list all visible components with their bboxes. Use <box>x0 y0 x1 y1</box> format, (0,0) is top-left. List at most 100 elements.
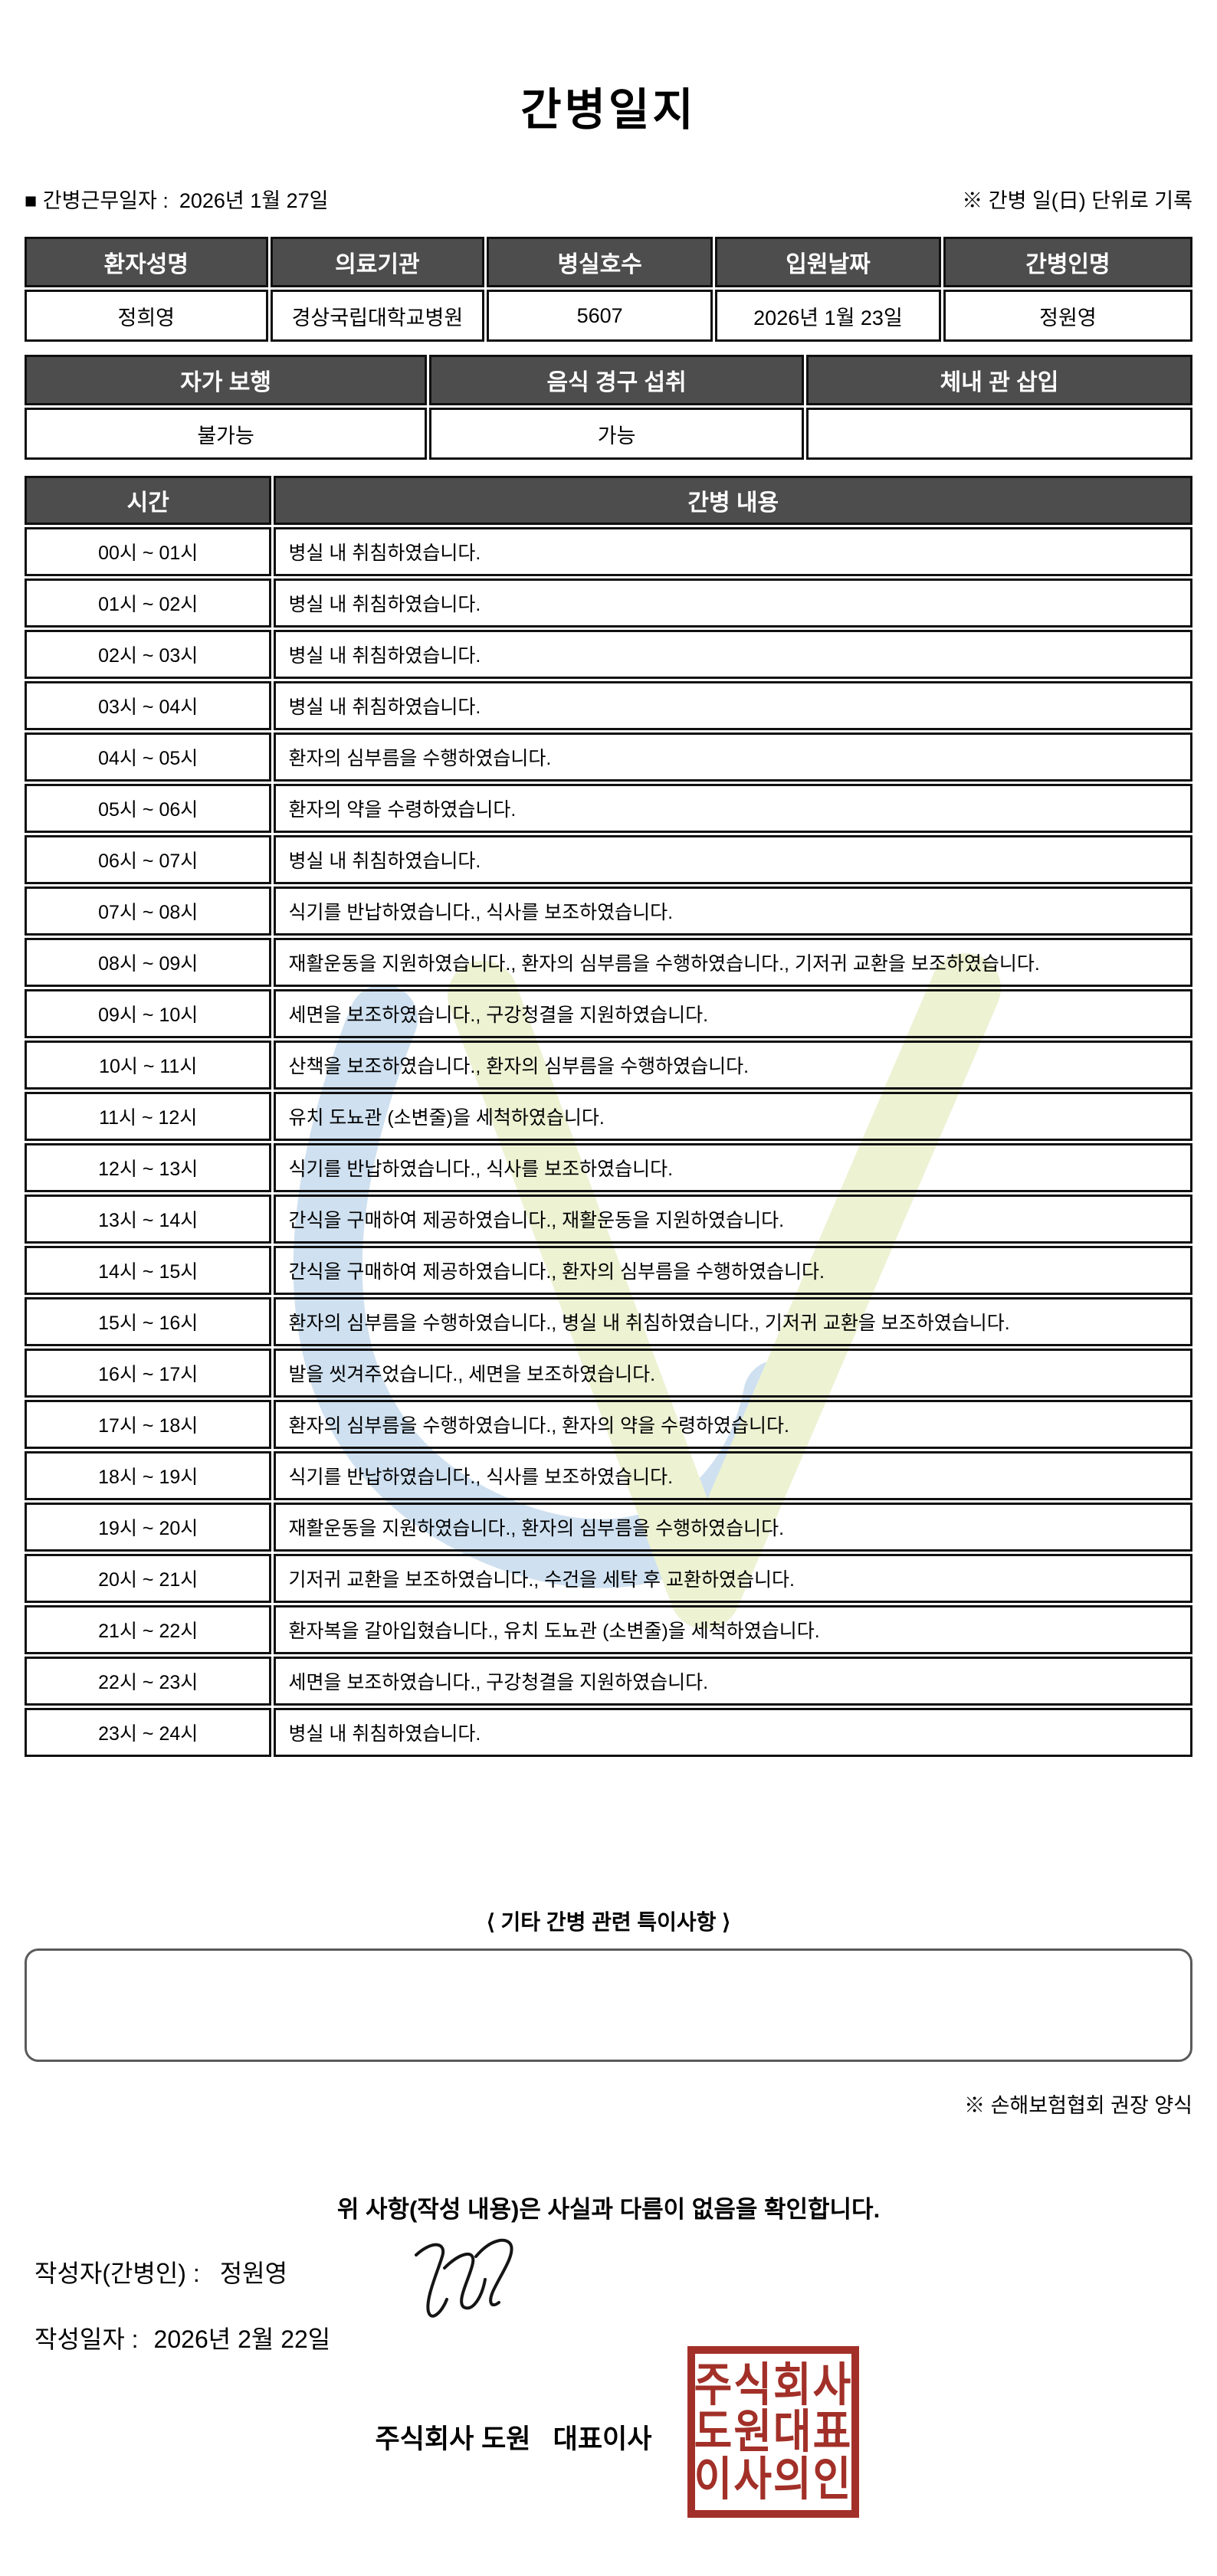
table-row: 13시 ~ 14시 간식을 구매하여 제공하였습니다., 재활운동을 지원하였습니… <box>25 1195 1192 1244</box>
header-room-number: 병실호수 <box>487 237 713 287</box>
patient-info-header-row: 환자성명 의료기관 병실호수 입원날짜 간병인명 <box>25 237 1192 287</box>
log-content-cell: 간식을 구매하여 제공하였습니다., 환자의 심부름을 수행하였습니다. <box>274 1246 1192 1295</box>
writer-name: 정원영 <box>219 2260 288 2287</box>
table-row: 04시 ~ 05시 환자의 심부름을 수행하였습니다. <box>25 732 1192 782</box>
header-tube-insertion: 체내 관 삽입 <box>806 355 1192 405</box>
written-date-value: 2026년 2월 22일 <box>153 2325 331 2353</box>
meta-line: ■ 간병근무일자 : 2026년 1월 27일 ※ 간병 일(日) 단위로 기록 <box>25 184 1192 214</box>
table-row: 10시 ~ 11시 산책을 보조하였습니다., 환자의 심부름을 수행하였습니다. <box>25 1041 1192 1090</box>
value-medical-institution: 경상국립대학교병원 <box>270 290 485 342</box>
value-patient-name: 정희영 <box>25 290 268 342</box>
log-time-cell: 13시 ~ 14시 <box>25 1195 272 1244</box>
log-content-cell: 식기를 반납하였습니다., 식사를 보조하였습니다. <box>274 887 1192 936</box>
table-row: 09시 ~ 10시 세면을 보조하였습니다., 구강청결을 지원하였습니다. <box>25 989 1192 1038</box>
log-content-cell: 병실 내 취침하였습니다. <box>274 630 1192 679</box>
log-time-cell: 14시 ~ 15시 <box>25 1246 272 1295</box>
special-notes-box <box>25 1948 1192 2062</box>
stamp-text-row: 주식회사 <box>694 2358 853 2411</box>
log-content-cell: 식기를 반납하였습니다., 식사를 보조하였습니다. <box>274 1451 1192 1500</box>
header-medical-institution: 의료기관 <box>270 237 485 287</box>
log-time-cell: 04시 ~ 05시 <box>25 732 272 782</box>
log-content-cell: 병실 내 취침하였습니다. <box>274 578 1192 628</box>
table-row: 21시 ~ 22시 환자복을 갈아입혔습니다., 유치 도뇨관 (소변줄)을 세척… <box>25 1605 1192 1654</box>
stamp-text-row: 이사의인 <box>694 2453 853 2506</box>
record-unit-note: ※ 간병 일(日) 단위로 기록 <box>962 189 1192 212</box>
log-time-cell: 21시 ~ 22시 <box>25 1605 272 1654</box>
written-date-label: 작성일자 : <box>34 2325 139 2353</box>
log-content-cell: 환자의 심부름을 수행하였습니다. <box>274 732 1192 782</box>
table-row: 00시 ~ 01시 병실 내 취침하였습니다. <box>25 527 1192 576</box>
care-log-table: 시간 간병 내용 00시 ~ 01시 병실 내 취침하였습니다. 01시 ~ 02시… <box>22 474 1195 1759</box>
writer-line: 작성자(간병인) : 정원영 <box>34 2254 287 2289</box>
patient-status-table: 자가 보행 음식 경구 섭취 체내 관 삽입 불가능 가능 <box>22 352 1195 462</box>
page-title: 간병일지 <box>520 85 697 135</box>
log-content-cell: 발을 씻겨주었습니다., 세면을 보조하였습니다. <box>274 1349 1192 1398</box>
log-content-cell: 환자복을 갈아입혔습니다., 유치 도뇨관 (소변줄)을 세척하였습니다. <box>274 1605 1192 1654</box>
table-row: 05시 ~ 06시 환자의 약을 수령하였습니다. <box>25 784 1192 833</box>
table-row: 20시 ~ 21시 기저귀 교환을 보조하였습니다., 수건을 세탁 후 교환하였… <box>25 1554 1192 1603</box>
table-row: 08시 ~ 09시 재활운동을 지원하였습니다., 환자의 심부름을 수행하였습니… <box>25 938 1192 987</box>
patient-info-value-row: 정희영 경상국립대학교병원 5607 2026년 1월 23일 정원영 <box>25 290 1192 342</box>
log-table-body: 00시 ~ 01시 병실 내 취침하였습니다. 01시 ~ 02시 병실 내 취침하였… <box>25 527 1192 1757</box>
log-content-cell: 병실 내 취침하였습니다. <box>274 681 1192 730</box>
stamp-text-row: 도원대표 <box>694 2406 853 2458</box>
table-row: 06시 ~ 07시 병실 내 취침하였습니다. <box>25 835 1192 884</box>
table-row: 02시 ~ 03시 병실 내 취침하였습니다. <box>25 630 1192 679</box>
log-time-cell: 18시 ~ 19시 <box>25 1451 272 1500</box>
log-content-cell: 유치 도뇨관 (소변줄)을 세척하였습니다. <box>274 1092 1192 1141</box>
log-time-cell: 07시 ~ 08시 <box>25 887 272 936</box>
written-date-line: 작성일자 : 2026년 2월 22일 <box>34 2320 330 2355</box>
table-row: 18시 ~ 19시 식기를 반납하였습니다., 식사를 보조하였습니다. <box>25 1451 1192 1500</box>
confirmation-statement: 위 사항(작성 내용)은 사실과 다름이 없음을 확인합니다. <box>336 2196 881 2223</box>
table-row: 07시 ~ 08시 식기를 반납하였습니다., 식사를 보조하였습니다. <box>25 887 1192 936</box>
value-self-walking: 불가능 <box>25 408 428 460</box>
patient-info-table: 환자성명 의료기관 병실호수 입원날짜 간병인명 정희영 경상국립대학교병원 5… <box>22 234 1195 344</box>
header-caregiver-name: 간병인명 <box>943 237 1192 287</box>
log-time-cell: 20시 ~ 21시 <box>25 1554 272 1603</box>
log-content-cell: 식기를 반납하였습니다., 식사를 보조하였습니다. <box>274 1143 1192 1192</box>
log-content-cell: 환자의 약을 수령하였습니다. <box>274 784 1192 833</box>
header-oral-intake: 음식 경구 섭취 <box>429 355 804 405</box>
log-content-cell: 간식을 구매하여 제공하였습니다., 재활운동을 지원하였습니다. <box>274 1195 1192 1244</box>
log-time-cell: 17시 ~ 18시 <box>25 1400 272 1449</box>
care-work-date-value: 2026년 1월 27일 <box>179 189 329 212</box>
header-patient-name: 환자성명 <box>25 237 268 287</box>
log-time-cell: 06시 ~ 07시 <box>25 835 272 884</box>
table-row: 12시 ~ 13시 식기를 반납하였습니다., 식사를 보조하였습니다. <box>25 1143 1192 1192</box>
log-content-cell: 기저귀 교환을 보조하였습니다., 수건을 세탁 후 교환하였습니다. <box>274 1554 1192 1603</box>
header-care-content: 간병 내용 <box>274 476 1192 525</box>
table-row: 23시 ~ 24시 병실 내 취침하였습니다. <box>25 1708 1192 1757</box>
log-content-cell: 환자의 심부름을 수행하였습니다., 병실 내 취침하였습니다., 기저귀 교환… <box>274 1297 1192 1346</box>
status-header-row: 자가 보행 음식 경구 섭취 체내 관 삽입 <box>25 355 1192 405</box>
log-time-cell: 19시 ~ 20시 <box>25 1503 272 1552</box>
log-time-cell: 22시 ~ 23시 <box>25 1657 272 1706</box>
log-time-cell: 15시 ~ 16시 <box>25 1297 272 1346</box>
value-oral-intake: 가능 <box>429 408 804 460</box>
log-time-cell: 12시 ~ 13시 <box>25 1143 272 1192</box>
log-time-cell: 02시 ~ 03시 <box>25 630 272 679</box>
care-work-date-label: ■ 간병근무일자 : <box>25 189 169 212</box>
special-notes-heading: ⟨ 기타 간병 관련 특이사항 ⟩ <box>486 1910 731 1934</box>
table-row: 22시 ~ 23시 세면을 보조하였습니다., 구강청결을 지원하였습니다. <box>25 1657 1192 1706</box>
caregiver-signature <box>415 2238 513 2318</box>
care-work-date: ■ 간병근무일자 : 2026년 1월 27일 <box>25 184 329 214</box>
value-room-number: 5607 <box>487 290 713 342</box>
table-row: 16시 ~ 17시 발을 씻겨주었습니다., 세면을 보조하였습니다. <box>25 1349 1192 1398</box>
log-time-cell: 00시 ~ 01시 <box>25 527 272 576</box>
status-value-row: 불가능 가능 <box>25 408 1192 460</box>
log-time-cell: 10시 ~ 11시 <box>25 1041 272 1090</box>
log-time-cell: 01시 ~ 02시 <box>25 578 272 628</box>
log-content-cell: 병실 내 취침하였습니다. <box>274 1708 1192 1757</box>
value-caregiver-name: 정원영 <box>943 290 1192 342</box>
company-ceo-line: 주식회사 도원 대표이사 <box>375 2424 652 2454</box>
header-self-walking: 자가 보행 <box>25 355 428 405</box>
table-row: 15시 ~ 16시 환자의 심부름을 수행하였습니다., 병실 내 취침하였습니다… <box>25 1297 1192 1346</box>
log-time-cell: 16시 ~ 17시 <box>25 1349 272 1398</box>
value-tube-insertion <box>806 408 1192 460</box>
table-row: 11시 ~ 12시 유치 도뇨관 (소변줄)을 세척하였습니다. <box>25 1092 1192 1141</box>
log-time-cell: 09시 ~ 10시 <box>25 989 272 1038</box>
log-content-cell: 환자의 심부름을 수행하였습니다., 환자의 약을 수령하였습니다. <box>274 1400 1192 1449</box>
log-content-cell: 병실 내 취침하였습니다. <box>274 527 1192 576</box>
log-content-cell: 병실 내 취침하였습니다. <box>274 835 1192 884</box>
